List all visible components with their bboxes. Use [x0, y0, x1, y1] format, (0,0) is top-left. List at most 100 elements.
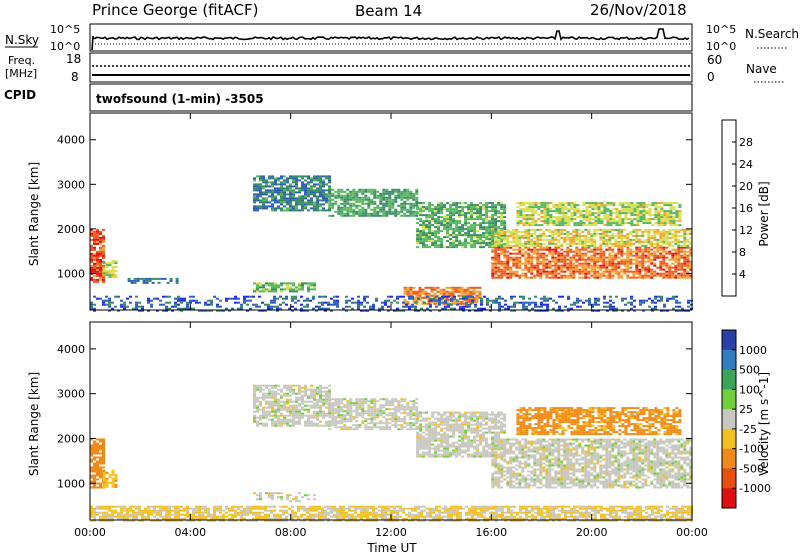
heatmap-cell — [537, 206, 541, 209]
heatmap-cell — [331, 414, 335, 417]
heatmap-cell — [237, 297, 240, 300]
heatmap-cell — [500, 260, 504, 263]
heatmap-cell — [387, 305, 390, 308]
heatmap-cell — [99, 438, 102, 441]
heatmap-cell — [557, 276, 561, 279]
heatmap-cell — [597, 206, 601, 209]
heatmap-cell — [686, 260, 690, 263]
heatmap-cell — [406, 190, 410, 193]
heatmap-cell — [588, 224, 592, 227]
heatmap-cell — [102, 440, 105, 443]
heatmap-cell — [644, 246, 648, 249]
heatmap-cell — [313, 205, 316, 208]
heatmap-cell — [253, 185, 256, 188]
heatmap-cell — [382, 198, 386, 201]
heatmap-cell — [426, 307, 429, 310]
heatmap-cell — [533, 230, 537, 233]
heatmap-cell — [262, 177, 265, 180]
heatmap-cell — [512, 240, 516, 243]
heatmap-cell — [298, 390, 301, 393]
heatmap-cell — [674, 268, 678, 271]
heatmap-cell — [388, 428, 392, 431]
heatmap-cell — [491, 244, 495, 247]
heatmap-cell — [129, 295, 132, 298]
heatmap-cell — [528, 206, 532, 209]
heatmap-cell — [340, 400, 344, 403]
heatmap-cell — [527, 232, 531, 235]
heatmap-cell — [585, 216, 589, 219]
heatmap-cell — [298, 203, 301, 206]
heatmap-cell — [665, 246, 669, 249]
heatmap-cell — [90, 256, 93, 259]
heatmap-cell — [416, 232, 420, 235]
heatmap-cell — [90, 480, 93, 483]
heatmap-cell — [295, 410, 298, 413]
heatmap-cell — [349, 204, 353, 207]
heatmap-cell — [549, 216, 553, 219]
heatmap-cell — [602, 252, 606, 255]
heatmap-cell — [573, 301, 576, 304]
heatmap-cell — [469, 296, 473, 299]
heatmap-cell — [322, 179, 325, 182]
heatmap-cell — [668, 270, 672, 273]
heatmap-cell — [555, 220, 559, 223]
heatmap-cell — [494, 228, 498, 231]
heatmap-cell — [648, 305, 651, 308]
heatmap-cell — [590, 240, 594, 243]
heatmap-cell — [105, 262, 109, 265]
heatmap-cell — [536, 260, 540, 263]
heatmap-cell — [346, 414, 350, 417]
heatmap-cell — [355, 400, 359, 403]
heatmap-cell — [648, 208, 652, 211]
heatmap-cell — [629, 262, 633, 265]
heatmap-cell — [614, 244, 618, 247]
heatmap-cell — [337, 196, 341, 199]
heatmap-cell — [545, 228, 549, 231]
heatmap-cell — [462, 307, 465, 310]
heatmap-cell — [313, 390, 316, 393]
heatmap-cell — [512, 244, 516, 247]
heatmap-cell — [512, 260, 516, 263]
heatmap-cell — [582, 204, 586, 207]
heatmap-cell — [488, 228, 492, 231]
heatmap-cell — [558, 218, 562, 221]
heatmap-cell — [566, 248, 570, 251]
heatmap-cell — [552, 216, 556, 219]
heatmap-cell — [593, 268, 597, 271]
heatmap-cell — [476, 230, 480, 233]
heatmap-cell — [515, 252, 519, 255]
heatmap-cell — [397, 404, 401, 407]
heatmap-cell — [671, 258, 675, 261]
heatmap-cell — [675, 224, 679, 227]
heatmap-cell — [419, 214, 423, 217]
heatmap-cell — [587, 276, 591, 279]
heatmap-cell — [611, 254, 615, 257]
heatmap-cell — [319, 410, 322, 413]
heatmap-cell — [480, 297, 483, 300]
heatmap-cell — [470, 216, 474, 219]
heatmap-cell — [618, 202, 622, 205]
heatmap-cell — [440, 210, 444, 213]
heatmap-cell — [683, 274, 687, 277]
heatmap-cell — [599, 236, 603, 239]
heatmap-cell — [597, 202, 601, 205]
heatmap-cell — [259, 404, 262, 407]
heatmap-cell — [618, 214, 622, 217]
heatmap-cell — [627, 212, 631, 215]
heatmap-cell — [527, 258, 531, 261]
heatmap-cell — [519, 220, 523, 223]
heatmap-cell — [319, 199, 322, 202]
heatmap-cell — [316, 400, 319, 403]
heatmap-cell — [449, 242, 453, 245]
heatmap-cell — [298, 410, 301, 413]
heatmap-cell — [382, 410, 386, 413]
heatmap-cell — [539, 236, 543, 239]
heatmap-cell — [546, 210, 550, 213]
heatmap-cell — [678, 216, 682, 219]
heatmap-cell — [599, 228, 603, 231]
heatmap-cell — [500, 272, 504, 275]
heatmap-cell — [579, 214, 583, 217]
heatmap-cell — [328, 402, 332, 405]
heatmap-cell — [111, 481, 115, 484]
heatmap-cell — [428, 431, 432, 434]
